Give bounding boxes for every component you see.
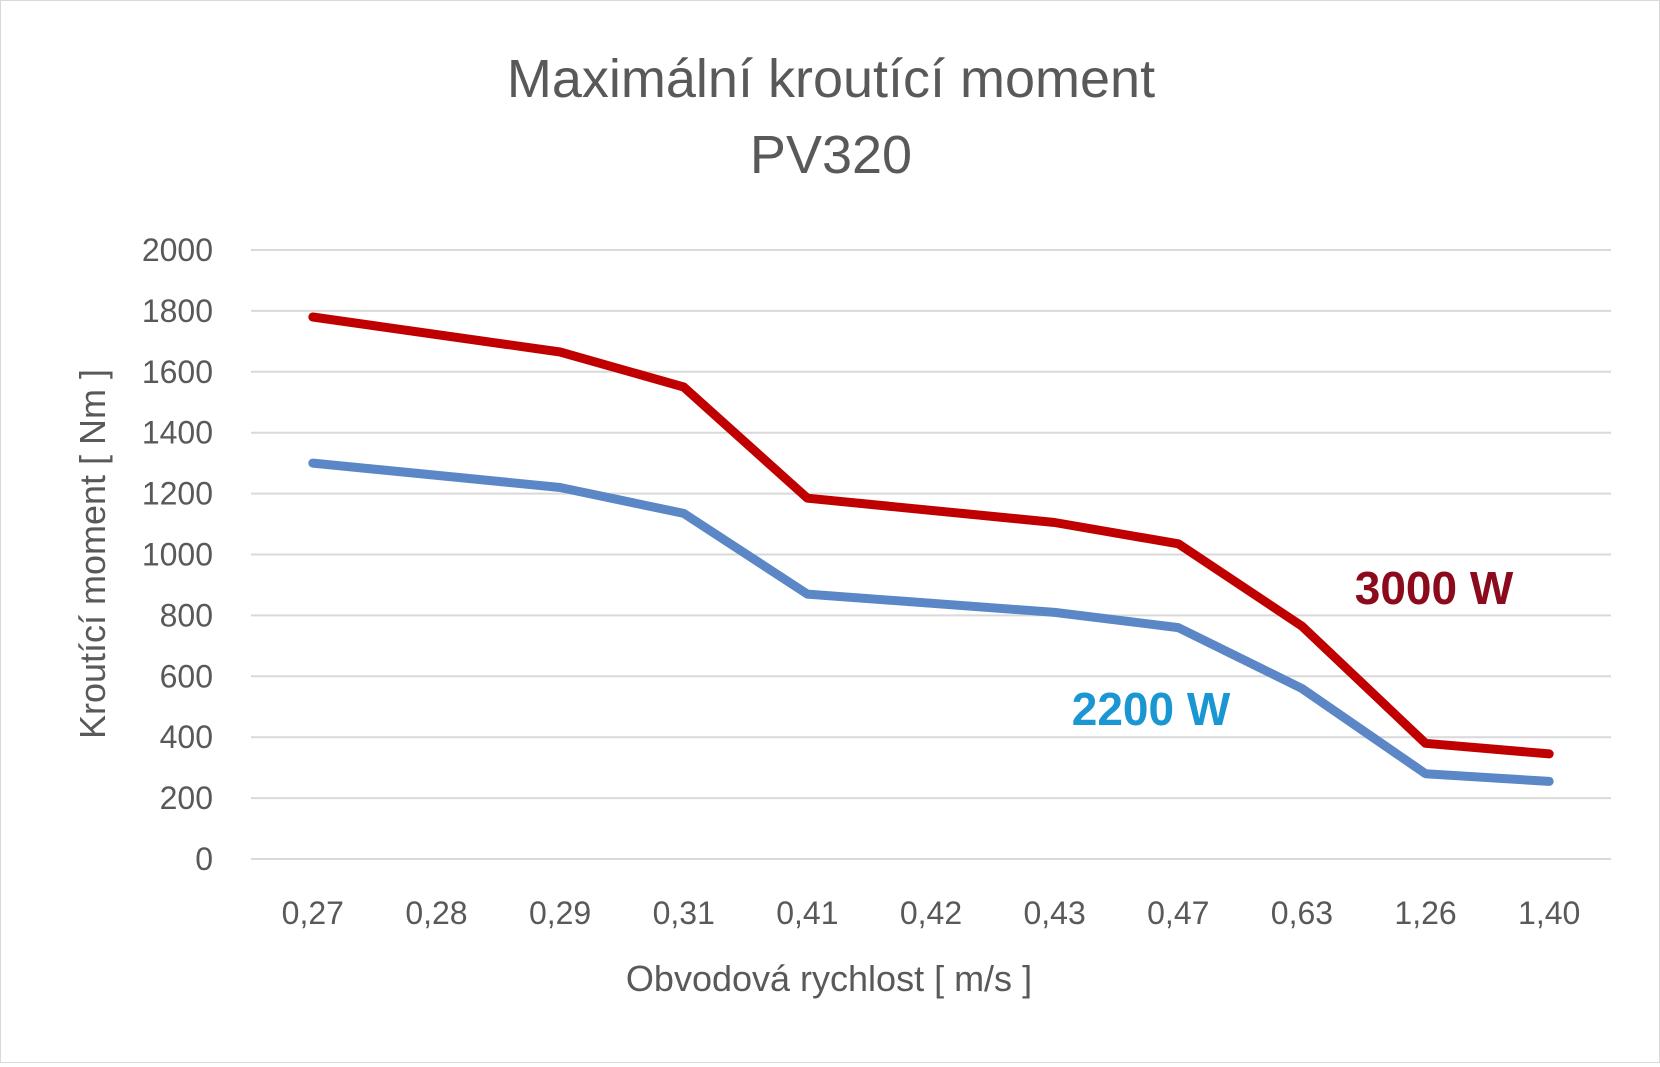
series-label-2200w: 2200 W [1072, 683, 1231, 735]
x-tick-label: 0,41 [776, 895, 838, 931]
x-tick-label: 1,26 [1394, 895, 1456, 931]
x-tick-label: 0,31 [653, 895, 715, 931]
y-tick-label: 1000 [142, 537, 213, 573]
y-axis-ticks: 0 200 400 600 800 1000 1200 1400 1600 1800 2000 [142, 232, 213, 877]
y-tick-label: 400 [160, 719, 213, 755]
series-line-2200w [308, 458, 1554, 786]
y-tick-label: 1800 [142, 293, 213, 329]
y-tick-label: 200 [160, 780, 213, 816]
y-tick-label: 800 [160, 597, 213, 633]
y-tick-label: 600 [160, 658, 213, 694]
x-tick-label: 1,40 [1518, 895, 1580, 931]
y-tick-label: 1600 [142, 354, 213, 390]
x-tick-label: 0,29 [529, 895, 591, 931]
y-tick-label: 0 [195, 841, 213, 877]
x-axis-label: Obvodová rychlost [ m/s ] [626, 958, 1032, 999]
series-line-3000w [308, 312, 1554, 759]
y-tick-label: 1400 [142, 415, 213, 451]
x-tick-label: 0,47 [1147, 895, 1209, 931]
chart-title: Maximální kroutící moment [507, 49, 1155, 109]
gridlines [251, 249, 1611, 860]
x-axis-ticks: 0,27 0,28 0,29 0,31 0,41 0,42 0,43 0,47 0,63 1,26… [282, 895, 1581, 931]
x-tick-label: 0,43 [1023, 895, 1085, 931]
series-lines [308, 312, 1554, 786]
y-axis-label: Kroutící moment [ Nm ] [72, 369, 113, 739]
x-tick-label: 0,63 [1271, 895, 1333, 931]
y-tick-label: 2000 [142, 232, 213, 268]
x-tick-label: 0,27 [282, 895, 344, 931]
chart-subtitle: PV320 [750, 125, 912, 185]
y-tick-label: 1200 [142, 476, 213, 512]
series-label-3000w: 3000 W [1355, 562, 1514, 614]
x-tick-label: 0,42 [900, 895, 962, 931]
x-tick-label: 0,28 [405, 895, 467, 931]
